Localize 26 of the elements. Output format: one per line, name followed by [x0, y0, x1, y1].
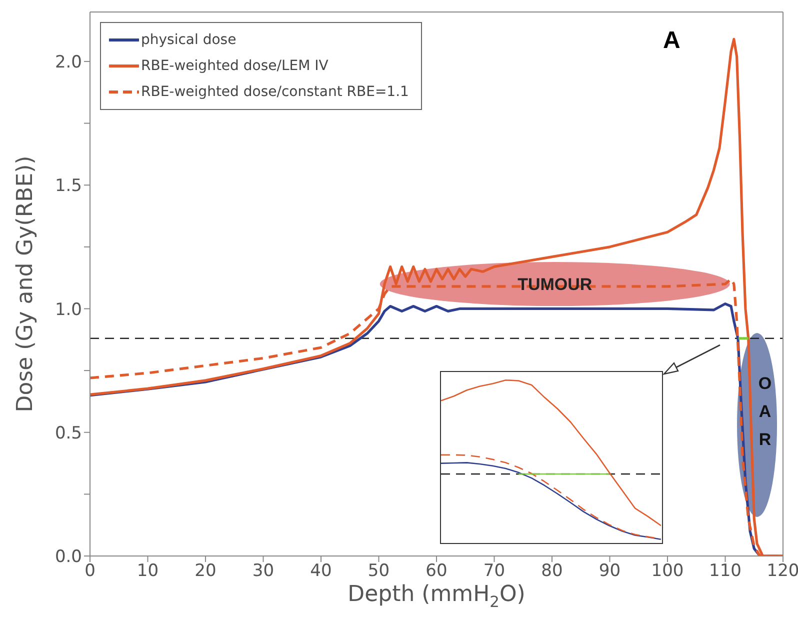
x-axis-title: Depth (mmH$_{2}$O) [348, 582, 526, 611]
y-tick-label: 2.0 [54, 52, 82, 72]
x-tick-label: 90 [598, 561, 621, 582]
x-tick-label: 60 [426, 561, 448, 582]
legend-label: physical dose [141, 32, 236, 48]
y-axis-title: Dose (Gy and Gy(RBE)) [13, 156, 38, 412]
x-tick-label: 40 [310, 561, 332, 582]
x-tick-label: 30 [252, 561, 274, 582]
y-tick-label: 0.0 [54, 547, 82, 568]
x-tick-label: 120 [766, 561, 798, 582]
annotation: TUMOUR [518, 275, 592, 294]
y-tick-label: 1.5 [54, 176, 82, 196]
x-tick-label: 80 [541, 561, 563, 582]
x-tick-label: 50 [368, 561, 390, 582]
annotation: OAR [758, 374, 772, 449]
y-tick-label: 0.5 [54, 423, 82, 444]
y-tick-label: 1.0 [54, 300, 82, 320]
x-tick-label: 70 [483, 561, 506, 582]
x-tick-label: 110 [709, 561, 742, 582]
annotation: A [663, 27, 680, 54]
x-tick-label: 0 [84, 561, 96, 582]
x-tick-label: 10 [136, 561, 159, 582]
x-tick-label: 100 [651, 561, 684, 582]
x-tick-label: 20 [194, 561, 216, 582]
legend-label: RBE-weighted dose/LEM IV [141, 58, 328, 74]
legend-label: RBE-weighted dose/constant RBE=1.1 [141, 84, 409, 100]
